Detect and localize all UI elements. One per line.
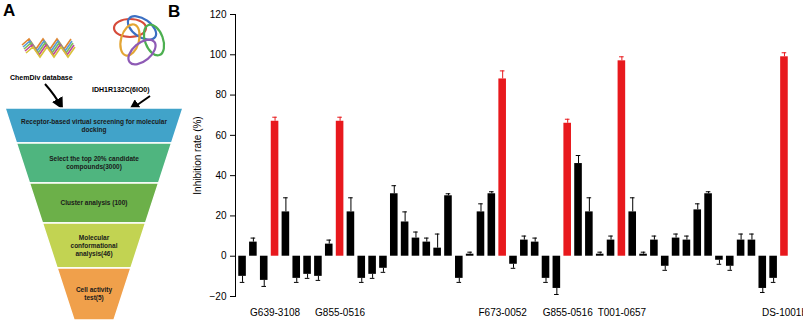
svg-text:test(5): test(5) [84,294,104,302]
svg-text:G855-0516: G855-0516 [543,307,593,318]
html-text:B: B [168,2,181,21]
svg-text:80: 80 [215,89,227,100]
svg-text:G855-0516: G855-0516 [315,307,365,318]
svg-text:120: 120 [210,9,227,20]
svg-text:G639-3108: G639-3108 [250,307,300,318]
svg-text:F673-0052: F673-0052 [478,307,527,318]
svg-text:ChemDiv database: ChemDiv database [10,74,73,81]
svg-text:conformational: conformational [71,242,118,249]
svg-text:100: 100 [210,49,227,60]
svg-text:Select the top 20% candidate: Select the top 20% candidate [49,155,139,163]
svg-text:Cell activity: Cell activity [76,286,113,294]
svg-text:Inhibition rate (%): Inhibition rate (%) [192,116,203,194]
svg-text:60: 60 [215,130,227,141]
svg-text:Receptor-based virtual screeni: Receptor-based virtual screening for mol… [21,118,167,126]
svg-text:IDH1R132C(6IO0): IDH1R132C(6IO0) [92,86,150,94]
svg-text:0: 0 [221,250,227,261]
svg-text:Molecular: Molecular [79,234,110,241]
svg-text:A: A [3,1,15,20]
svg-text:compounds(3000): compounds(3000) [66,163,122,171]
svg-text:−20: −20 [210,291,227,302]
svg-text:DS-1001b: DS-1001b [762,307,803,318]
svg-text:docking: docking [82,126,107,134]
svg-text:T001-0657: T001-0657 [598,307,647,318]
svg-text:analysis(46): analysis(46) [75,250,112,258]
svg-text:Cluster analysis (100): Cluster analysis (100) [61,199,128,207]
svg-text:20: 20 [215,210,227,221]
svg-text:40: 40 [215,170,227,181]
